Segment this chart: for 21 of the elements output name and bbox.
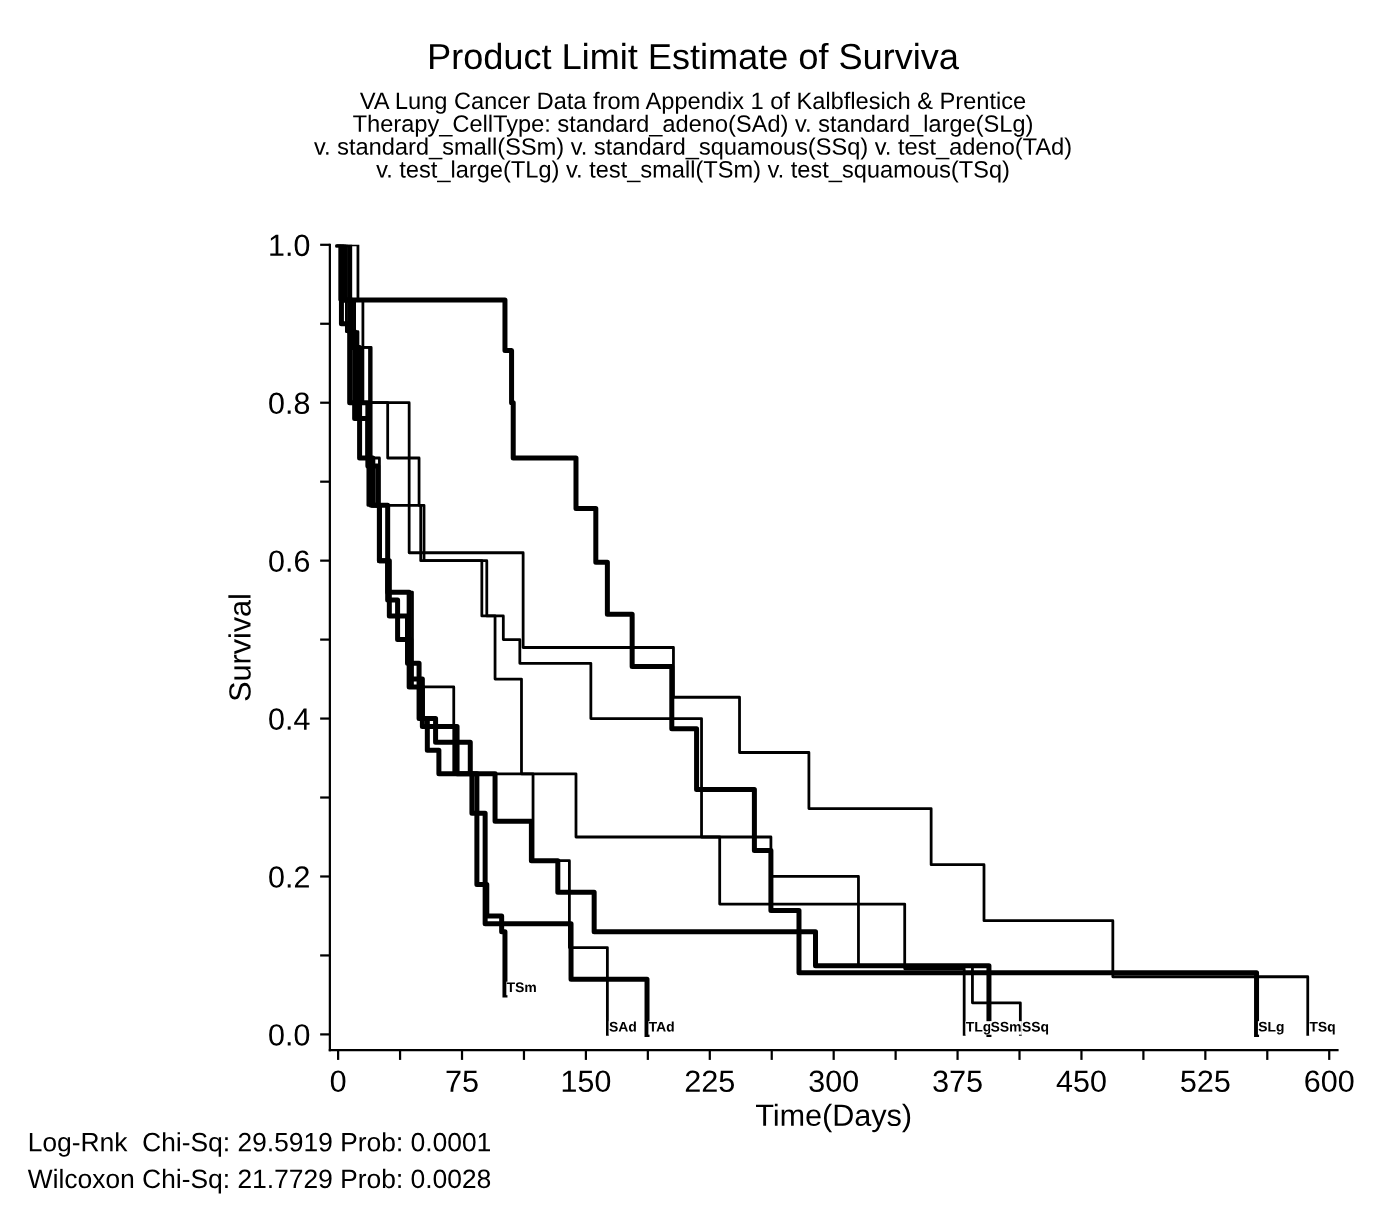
x-tick-label: 525: [1181, 1070, 1230, 1093]
y-tick-label: 0.0: [269, 1024, 310, 1046]
y-axis-title: Survival: [228, 595, 251, 701]
text: Wilcoxon Chi-Sq: 21.7729 Prob: 0.0028: [27, 1168, 491, 1194]
x-tick-label: 375: [933, 1070, 982, 1093]
y-tick-label: 0.6: [269, 550, 310, 573]
x-axis-title: Time(Days): [756, 1103, 911, 1133]
y-tick-label: 0.4: [269, 708, 310, 730]
x-tick-label: 600: [1305, 1070, 1354, 1093]
chart-title: Product Limit Estimate of Surviva: [430, 42, 959, 70]
y-tick-label: 1.0: [270, 234, 310, 257]
x-tick-label: 450: [1056, 1070, 1106, 1093]
x-tick-label: 150: [562, 1070, 611, 1093]
text: Log-Rnk Chi-Sq: 29.5919 Prob: 0.0001: [29, 1132, 490, 1157]
x-tick-label: 300: [809, 1070, 858, 1093]
x-tick-label: 225: [685, 1070, 734, 1093]
chart-subtitle: VA Lung Cancer Data from Appendix 1 of Kalbflesich & Prentice Therapy_CellType: standard_adeno(SAd) v. standard_large(SLg) v. standard_small(SSm) v. standard_squamous(SSq) v. test_adeno(TAd) v. test_large(TLg) v. test_small(TSm) v. test_squamous(TSq): [314, 91, 1071, 183]
y-tick-label: 0.8: [269, 392, 310, 415]
y-tick-label: 0.2: [269, 866, 309, 888]
x-tick-label: 75: [446, 1070, 478, 1093]
x-tick-label: 0: [330, 1070, 346, 1093]
